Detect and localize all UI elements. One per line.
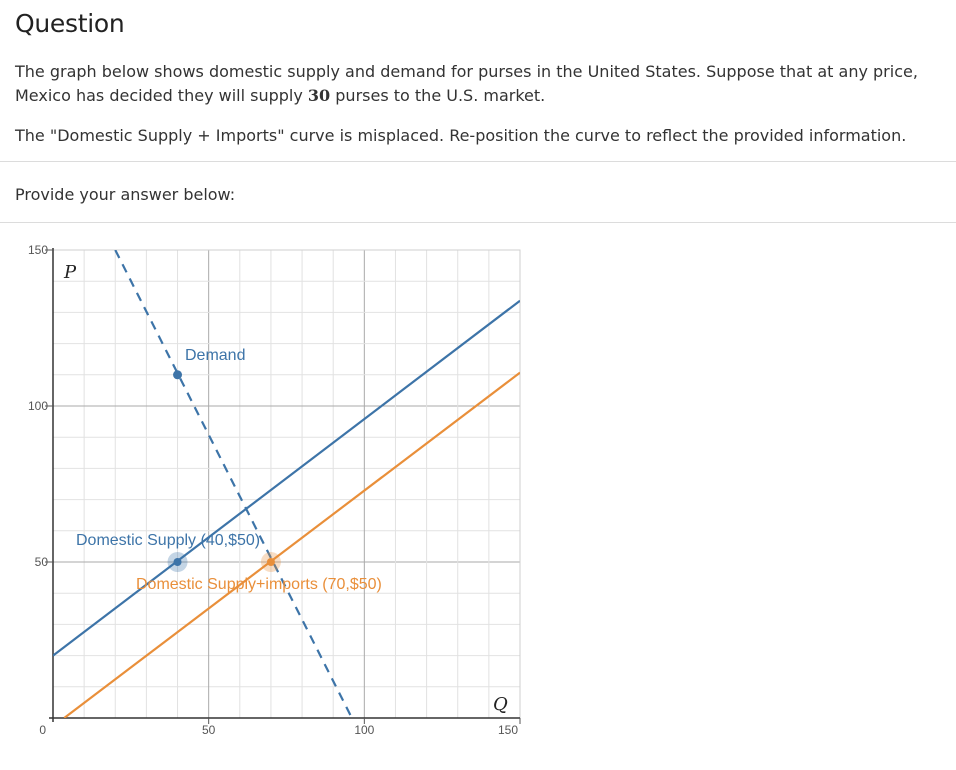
question-text: The graph below shows domestic supply an… — [15, 62, 918, 105]
y-tick-label: 150 — [28, 243, 48, 257]
y-axis-label: P — [63, 262, 77, 283]
y-tick-label: 100 — [28, 399, 48, 413]
question-title: Question — [15, 9, 125, 38]
domestic-supply-label: Domestic Supply (40,$50) — [76, 532, 260, 549]
question-text-end: purses to the U.S. market. — [330, 86, 546, 105]
question-paragraph-2: The "Domestic Supply + Imports" curve is… — [15, 126, 907, 145]
supply-demand-graph[interactable]: 150 100 50 0 50 100 150 P Q Demand Domestic Supply… — [0, 240, 540, 760]
x-tick-label: 50 — [202, 723, 216, 737]
y-tick-label: 50 — [35, 555, 49, 569]
supply-imports-curve[interactable] — [63, 371, 520, 718]
domestic-supply-curve — [53, 299, 520, 657]
x-tick-label: 150 — [498, 723, 518, 737]
supply-imports-label: Domestic Supply+imports (70,$50) — [136, 576, 382, 593]
plot-border — [52, 249, 521, 719]
demand-label: Demand — [185, 347, 245, 364]
divider — [0, 161, 956, 162]
supply-imports-point[interactable] — [266, 558, 275, 566]
import-quantity: 30 — [307, 86, 331, 105]
answer-prompt: Provide your answer below: — [15, 185, 236, 204]
x-axis-label: Q — [493, 694, 508, 715]
supply-point[interactable] — [173, 558, 182, 566]
demand-handle[interactable] — [173, 370, 183, 380]
demand-curve — [114, 250, 353, 718]
divider — [0, 222, 956, 223]
y-tick-label: 0 — [39, 723, 46, 737]
question-paragraph-1: The graph below shows domestic supply an… — [15, 60, 945, 108]
x-tick-label: 100 — [354, 723, 374, 737]
question-body: The graph below shows domestic supply an… — [15, 60, 945, 164]
